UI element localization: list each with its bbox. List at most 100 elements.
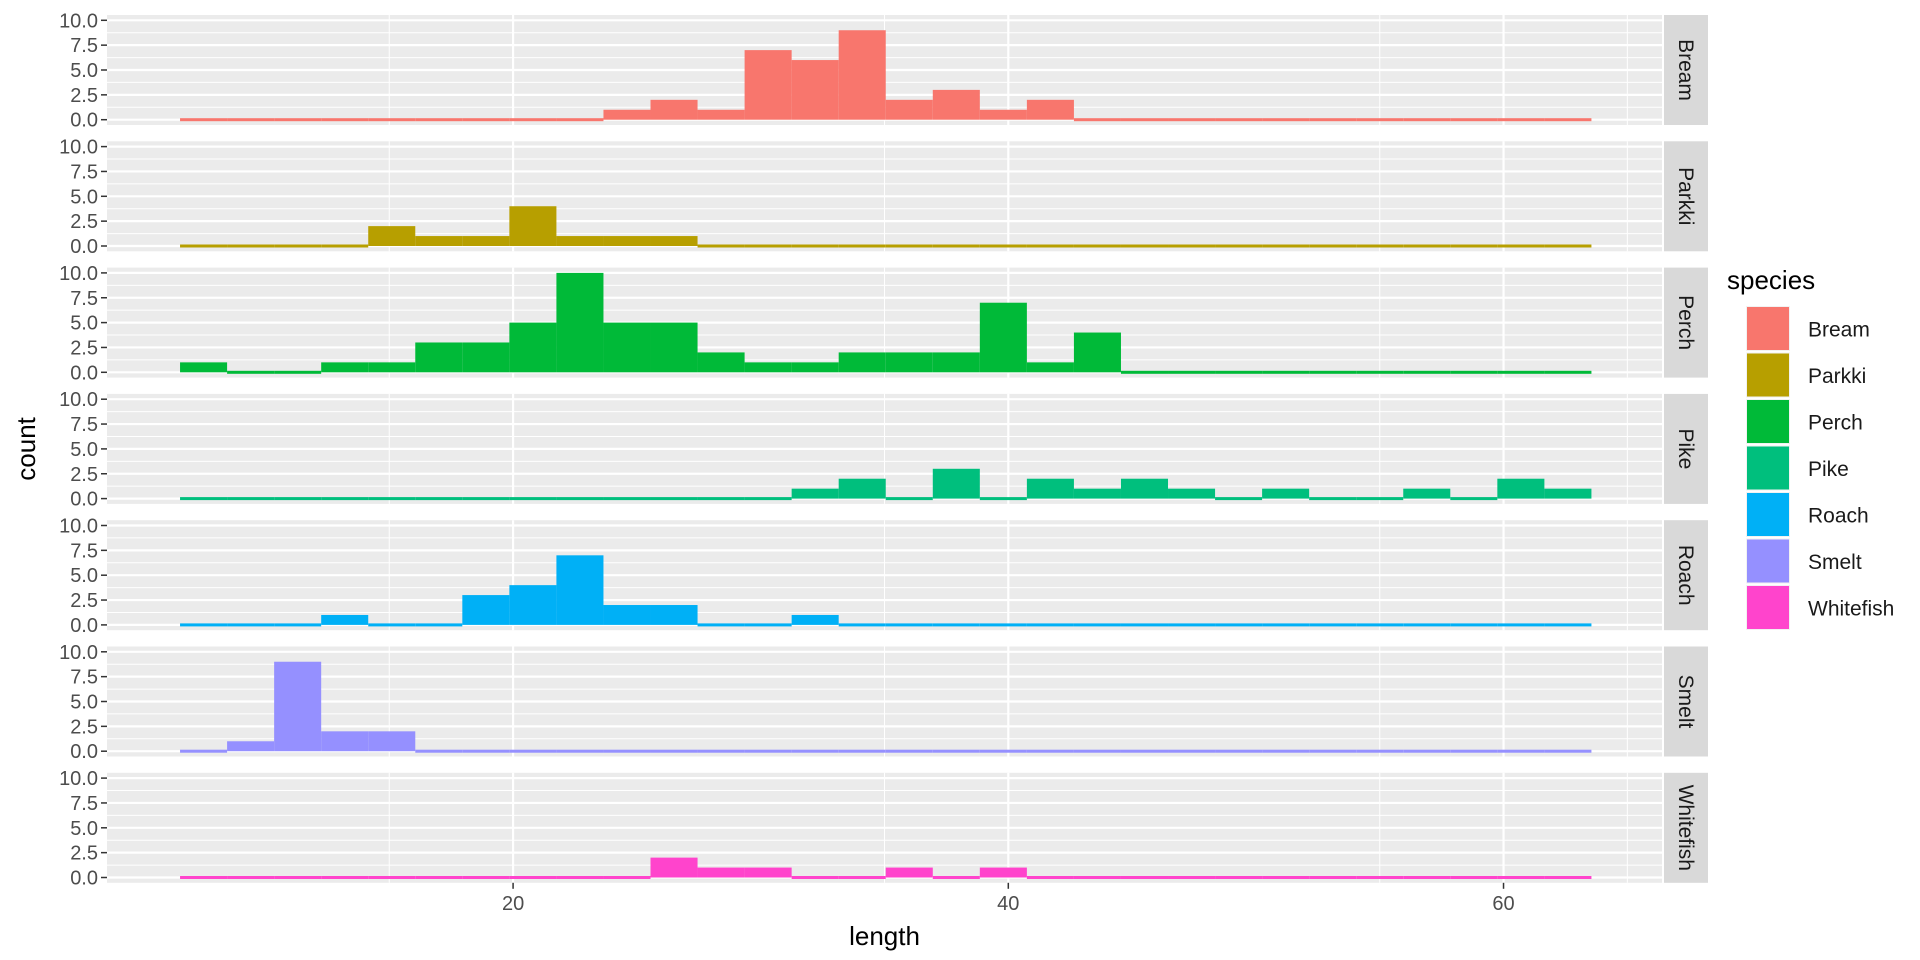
- bar-roach-21: [1168, 623, 1216, 627]
- bar-smelt-0: [180, 749, 228, 753]
- bar-perch-20: [1120, 370, 1169, 374]
- legend-label-pike: Pike: [1808, 458, 1849, 481]
- bar-whitefish-13: [791, 876, 839, 879]
- y-tick-label: 7.5: [70, 667, 98, 689]
- bar-bream-3: [321, 118, 369, 122]
- bar-roach-25: [1356, 623, 1404, 627]
- bar-whitefish-8: [556, 876, 604, 879]
- bar-bream-21: [1168, 118, 1216, 122]
- bar-roach-1: [227, 623, 275, 627]
- bar-roach-20: [1120, 623, 1169, 627]
- bar-whitefish-19: [1073, 876, 1121, 879]
- bar-whitefish-21: [1168, 876, 1216, 879]
- bar-bream-2: [274, 118, 322, 122]
- bar-smelt-17: [979, 749, 1027, 753]
- bar-perch-4: [368, 362, 416, 373]
- bar-whitefish-2: [274, 876, 322, 879]
- legend-swatch-bream: [1747, 307, 1789, 350]
- bar-perch-11: [697, 352, 745, 373]
- facet-panel-parkki: 0.0 2.5 5.0 7.510.0 Parkki: [59, 137, 1708, 258]
- bar-bream-20: [1120, 118, 1169, 122]
- facet-panel-roach: 0.0 2.5 5.0 7.510.0 Roach: [59, 516, 1708, 637]
- bar-whitefish-15: [885, 867, 933, 878]
- facet-strip-label: Roach: [1674, 545, 1697, 606]
- bar-pike-29: [1544, 488, 1592, 499]
- bar-whitefish-7: [509, 876, 557, 879]
- legend-swatch-roach: [1747, 493, 1789, 536]
- facet-strip-label: Pike: [1674, 428, 1697, 469]
- bar-parkki-7: [509, 206, 557, 246]
- bar-roach-16: [932, 623, 980, 627]
- bar-perch-3: [321, 362, 369, 373]
- bar-whitefish-4: [368, 876, 416, 879]
- y-tick-label: 0.0: [70, 489, 98, 511]
- bar-pike-19: [1073, 488, 1121, 499]
- y-tick-label: 5.0: [70, 313, 98, 335]
- y-axis-title: count: [11, 416, 41, 480]
- bar-whitefish-28: [1497, 876, 1545, 879]
- bar-pike-2: [274, 497, 322, 501]
- bar-pike-25: [1356, 497, 1404, 501]
- bar-bream-0: [180, 118, 228, 122]
- bar-perch-14: [838, 352, 886, 373]
- bar-whitefish-23: [1262, 876, 1310, 879]
- y-tick-label: 2.5: [70, 716, 98, 738]
- bar-smelt-26: [1403, 749, 1451, 753]
- legend-swatch-parkki: [1747, 353, 1789, 397]
- bar-smelt-23: [1262, 749, 1310, 753]
- bar-pike-22: [1215, 497, 1263, 501]
- bar-bream-10: [650, 99, 698, 120]
- bar-parkki-3: [321, 244, 369, 248]
- bar-bream-29: [1544, 118, 1592, 122]
- bar-parkki-4: [368, 226, 416, 246]
- bar-perch-21: [1168, 370, 1216, 374]
- bar-roach-4: [368, 623, 416, 627]
- bar-whitefish-3: [321, 876, 369, 879]
- facet-panel-bream: 0.0 2.5 5.0 7.5 10.0 Bream: [59, 10, 1708, 132]
- bar-roach-27: [1450, 623, 1498, 627]
- bar-pike-24: [1309, 497, 1357, 501]
- y-tick-label: 7.5: [70, 161, 98, 183]
- bar-smelt-3: [321, 731, 369, 752]
- x-tick-label: 20: [502, 893, 524, 915]
- facet-strip-label: Whitefish: [1674, 785, 1697, 871]
- legend-label-whitefish: Whitefish: [1808, 597, 1894, 620]
- facet-strip: [1664, 646, 1708, 757]
- bar-bream-26: [1403, 118, 1451, 122]
- facet-panel-pike: 0.0 2.5 5.0 7.5 10.0 Pike: [59, 389, 1708, 511]
- bar-smelt-29: [1544, 749, 1592, 753]
- legend-swatch-smelt: [1747, 539, 1789, 583]
- bar-perch-28: [1497, 370, 1545, 374]
- bar-perch-5: [415, 342, 463, 373]
- bar-parkki-26: [1403, 244, 1451, 248]
- bar-bream-6: [462, 118, 510, 122]
- bar-smelt-1: [227, 741, 275, 752]
- y-tick-label: 7.5: [70, 793, 98, 815]
- bar-pike-21: [1168, 488, 1216, 499]
- bar-pike-8: [556, 497, 604, 501]
- bar-smelt-28: [1497, 749, 1545, 753]
- bar-perch-8: [556, 272, 604, 373]
- facet-strip-label: Smelt: [1674, 675, 1697, 729]
- bar-bream-16: [932, 89, 980, 120]
- bar-perch-18: [1026, 362, 1074, 373]
- bar-pike-3: [321, 497, 369, 501]
- y-tick-label: 5.0: [70, 692, 98, 714]
- bar-bream-22: [1215, 118, 1263, 122]
- bar-roach-12: [744, 623, 792, 627]
- bar-parkki-8: [556, 236, 604, 246]
- x-tick-label: 40: [997, 893, 1019, 915]
- bar-pike-28: [1497, 478, 1545, 499]
- y-tick-label: 7.5: [70, 35, 98, 57]
- facet-panel-perch: 0.0 2.55.0 7.5 10.0 Perch: [59, 263, 1708, 384]
- y-tick-label: 0.0: [70, 362, 98, 384]
- bar-parkki-21: [1168, 244, 1216, 248]
- bar-smelt-14: [838, 749, 886, 753]
- y-tick-label: 0.0: [70, 615, 98, 637]
- legend-title: species: [1727, 265, 1815, 295]
- bar-perch-19: [1073, 332, 1121, 373]
- bar-smelt-12: [744, 749, 792, 753]
- bar-roach-19: [1073, 623, 1121, 627]
- bar-whitefish-9: [603, 876, 651, 879]
- bar-bream-19: [1073, 118, 1121, 122]
